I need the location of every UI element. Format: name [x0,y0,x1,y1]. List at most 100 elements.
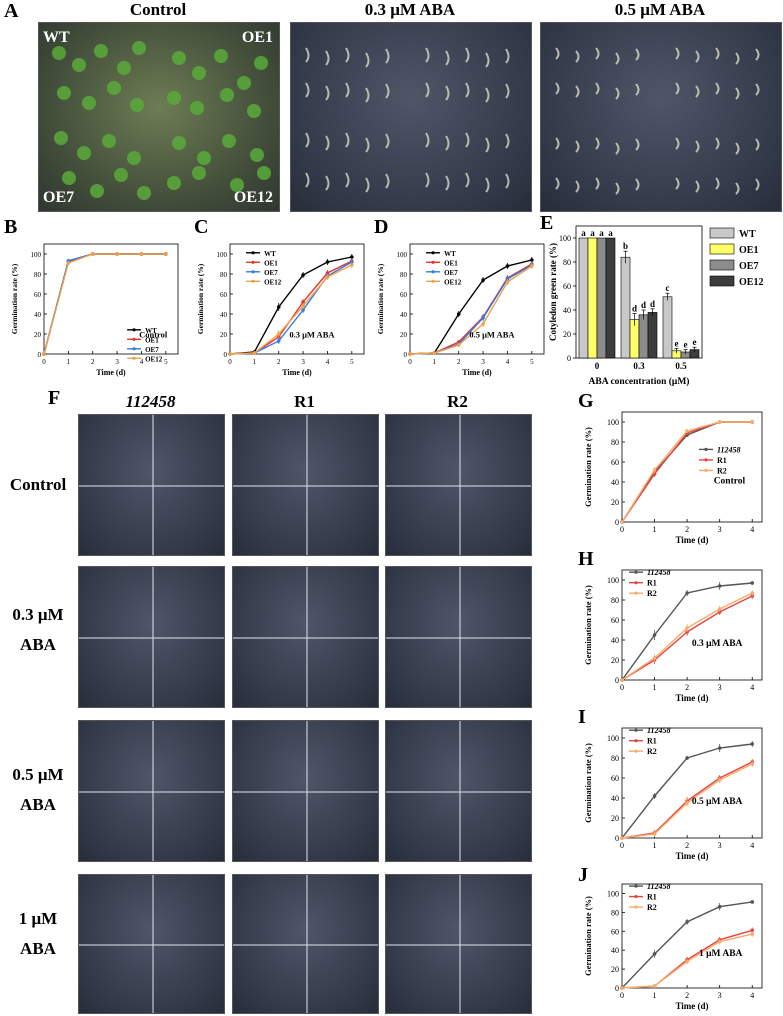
quadrant-label-oe7: OE7 [43,189,75,206]
data-point-oe12 [139,252,144,256]
data-point-112458 [685,920,689,924]
seedling-texture [555,47,760,195]
x-tick-label: 1 [253,358,257,366]
legend-marker-oe12 [431,279,435,283]
legend-label-oe7: OE7 [145,346,159,354]
x-tick-label: 4 [750,525,754,534]
legend-marker-r2 [634,905,638,909]
chart-i-05-aba: 0 20 40 60 80 100 0 1 2 3 4 Time (d) Germination rat… [583,726,763,861]
x-tick-label: 0 [620,841,624,850]
data-point-r2 [717,939,722,944]
data-point-wt [456,312,461,316]
y-tick-label: 60 [563,282,571,291]
chart-c-03-aba: 0 20 40 60 80 100 0 1 2 3 4 5 Time (d) Germination ra… [196,243,365,377]
data-point-wt [530,258,534,262]
y-tick-label: 40 [611,478,619,487]
bar-oe12-0 [605,237,616,359]
significance-letter: e [693,337,697,347]
y-tick-label: 100 [607,418,619,427]
seedling-texture [305,47,510,193]
photo-112458-05-aba [78,720,225,862]
legend-marker-112458 [634,884,638,888]
x-tick-label: 2 [457,358,461,366]
y-tick-label: 80 [220,271,228,279]
data-point-112458 [750,581,755,585]
x-tick-label: 4 [140,358,144,366]
legend-label-oe12: OE12 [739,277,763,288]
x-tick-label: 3 [481,358,485,366]
photo-r2-1-aba [385,874,532,1014]
data-point-oe12 [530,264,534,268]
data-point-112458 [750,900,755,904]
y-tick-label: 80 [400,271,408,279]
x-tick-label: 3 [718,525,722,534]
data-point-oe12 [350,263,354,267]
legend-swatch-wt [709,227,735,239]
bar-oe7-0-3 [638,314,649,359]
y-tick-label: 40 [563,306,571,315]
y-tick-label: 0 [615,834,619,843]
legend-marker-r2 [634,749,638,753]
x-tick-label: 1 [653,525,657,534]
x-tick-label: 4 [326,358,330,366]
legend-marker-oe1 [251,260,255,264]
row-label-line1: 1 μM [18,909,58,928]
y-tick-label: 20 [563,330,571,339]
y-tick-label: 40 [611,636,619,645]
y-tick-label: 0 [567,354,571,363]
y-tick-label: 0 [615,984,619,993]
row-label-line1: Control [9,475,67,494]
data-point-oe12 [432,351,437,355]
legend-label-oe12: OE12 [264,278,282,286]
x-tick-label: 3 [718,683,722,692]
legend-marker-r1 [634,581,638,585]
photo-r1-03-aba [232,566,379,708]
data-point-r2 [620,986,624,990]
legend-marker-wt [431,251,435,255]
legend-label-r2: R2 [647,903,657,912]
plot-frame [43,243,179,355]
legend-label-r1: R1 [717,456,727,465]
data-point-wt [276,305,281,309]
legend-label-112458: 112458 [647,568,671,577]
legend-swatch-oe1 [709,243,735,255]
x-tick-label: 3 [718,841,722,850]
legend-label-oe7: OE7 [739,261,758,272]
panel-letter-c: C [194,216,209,238]
legend-label-oe12: OE12 [145,355,163,363]
legend-marker-oe12 [251,279,255,283]
y-tick-label: 20 [34,331,42,339]
data-point-oe12 [42,352,46,356]
significance-letter: a [608,228,613,238]
chart-annotation: 0.5 μM ABA [692,797,743,807]
x-tick-label: 0 [620,683,624,692]
data-point-r2 [620,836,624,840]
photo-03-aba-plate [290,22,532,212]
y-tick-label: 100 [31,251,42,259]
col-header-112458: 112458 [125,392,176,411]
y-tick-label: 40 [34,311,42,319]
col-header-r1: R1 [294,392,315,411]
data-point-r2 [652,656,657,660]
plot-frame [621,411,763,523]
data-point-r2 [620,678,624,682]
data-point-112458 [717,904,722,909]
data-point-r1 [652,472,657,476]
data-point-112458 [717,746,722,750]
data-point-oe12 [456,343,461,347]
y-tick-label: 80 [611,754,619,763]
x-tick-label: 1 [653,991,657,1000]
y-tick-label: 100 [397,251,408,259]
legend-marker-112458 [634,570,638,574]
chart-annotation: Control [714,477,746,487]
x-axis-label: Time (d) [675,693,708,703]
chart-annotation: 0.3 μM ABA [692,639,743,649]
quadrant-label-wt: WT [43,29,70,46]
data-point-oe7 [481,316,485,320]
significance-letter: e [684,340,688,350]
data-point-oe12 [252,351,257,355]
legend-label-oe7: OE7 [264,269,278,277]
chart-h-03-aba: 0 20 40 60 80 100 0 1 2 3 4 Time (d) Germination rat… [583,568,763,703]
data-point-oe12 [228,352,232,356]
significance-letter: d [650,299,655,309]
